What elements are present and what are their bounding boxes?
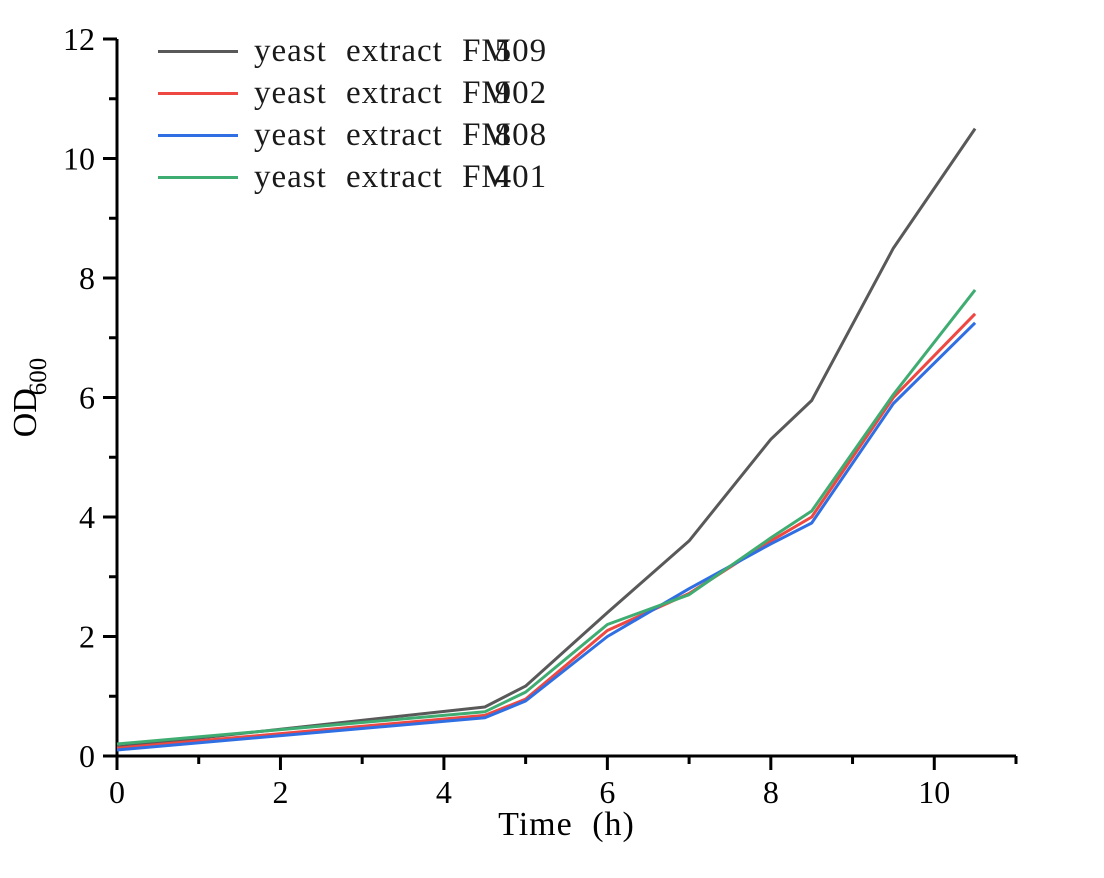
legend-item: yeast extract FM808 xyxy=(158,114,547,156)
x-tick-label: 0 xyxy=(109,774,125,810)
legend-item-label: yeast extract FM509 xyxy=(254,32,548,69)
x-tick-label: 6 xyxy=(599,774,615,810)
y-axis-title: OD600 xyxy=(7,358,52,438)
x-tick-label: 8 xyxy=(763,774,779,810)
y-tick-label: 12 xyxy=(63,21,95,57)
y-tick-label: 2 xyxy=(79,619,95,655)
x-tick-label: 10 xyxy=(918,774,950,810)
x-axis-title: Time (h) xyxy=(498,806,635,843)
legend-line-swatch xyxy=(158,175,238,179)
legend-item-label: yeast extract FM902 xyxy=(254,74,548,111)
legend-line-swatch xyxy=(158,133,238,137)
series-line-FM509 xyxy=(116,127,977,749)
x-tick-label: 4 xyxy=(436,774,452,810)
legend: yeast extract FM509 yeast extract FM902 ye… xyxy=(158,30,547,198)
y-tick-label: 4 xyxy=(79,499,95,535)
y-tick-label: 6 xyxy=(79,380,95,416)
legend-item: yeast extract FM401 xyxy=(158,156,547,198)
legend-item: yeast extract FM509 xyxy=(158,30,547,72)
y-tick-label: 8 xyxy=(79,260,95,296)
series-line-FM401 xyxy=(116,288,977,746)
legend-item-label: yeast extract FM401 xyxy=(254,158,548,195)
x-tick-label: 2 xyxy=(272,774,288,810)
legend-item: yeast extract FM902 xyxy=(158,72,547,114)
legend-line-swatch xyxy=(158,49,238,53)
y-tick-label: 10 xyxy=(63,141,95,177)
series-line-FM808 xyxy=(116,321,977,752)
y-tick-label: 0 xyxy=(79,738,95,774)
legend-item-label: yeast extract FM808 xyxy=(254,116,548,153)
legend-line-swatch xyxy=(158,91,238,95)
